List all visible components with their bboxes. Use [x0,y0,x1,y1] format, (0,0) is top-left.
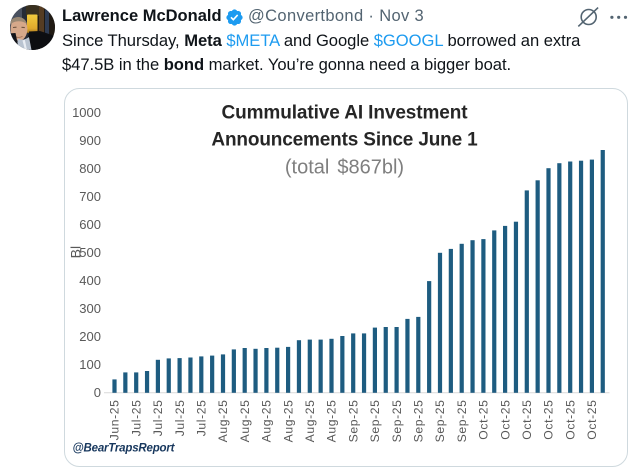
svg-text:0: 0 [94,385,101,400]
svg-text:600: 600 [79,217,101,232]
svg-text:(total $867bl): (total $867bl) [285,156,404,178]
svg-text:Sep-25: Sep-25 [368,400,382,443]
svg-text:Sep-25: Sep-25 [346,400,360,443]
svg-text:Announcements Since June 1: Announcements Since June 1 [211,129,478,150]
svg-text:Sep-25: Sep-25 [433,400,447,443]
svg-text:900: 900 [79,133,101,148]
svg-text:Jul-25: Jul-25 [129,400,143,437]
svg-text:Jun-25: Jun-25 [108,400,122,441]
svg-text:Bl: Bl [68,246,84,258]
svg-text:Sep-25: Sep-25 [412,400,426,443]
svg-text:700: 700 [79,189,101,204]
svg-text:Jul-25: Jul-25 [173,400,187,437]
svg-text:Cummulative AI Investment: Cummulative AI Investment [222,102,469,123]
svg-text:Oct-25: Oct-25 [477,400,491,440]
svg-text:Sep-25: Sep-25 [390,400,404,443]
svg-text:1000: 1000 [72,105,101,120]
svg-text:Aug-25: Aug-25 [325,400,339,443]
svg-text:Aug-25: Aug-25 [281,400,295,443]
svg-text:100: 100 [79,357,101,372]
svg-text:Oct-25: Oct-25 [585,400,599,440]
svg-text:300: 300 [79,301,101,316]
svg-text:200: 200 [79,329,101,344]
svg-text:@BearTrapsReport: @BearTrapsReport [73,442,176,454]
svg-text:Jul-25: Jul-25 [195,400,209,437]
svg-text:800: 800 [79,161,101,176]
svg-text:Oct-25: Oct-25 [498,400,512,440]
svg-text:500: 500 [79,245,101,260]
svg-text:Aug-25: Aug-25 [303,400,317,443]
svg-text:Sep-25: Sep-25 [455,400,469,443]
svg-text:Jul-25: Jul-25 [151,400,165,437]
svg-text:Oct-25: Oct-25 [520,400,534,440]
svg-text:Aug-25: Aug-25 [216,400,230,443]
svg-text:Aug-25: Aug-25 [260,400,274,443]
svg-text:Oct-25: Oct-25 [563,400,577,440]
svg-text:Oct-25: Oct-25 [542,400,556,440]
svg-text:Aug-25: Aug-25 [238,400,252,443]
svg-text:400: 400 [79,273,101,288]
